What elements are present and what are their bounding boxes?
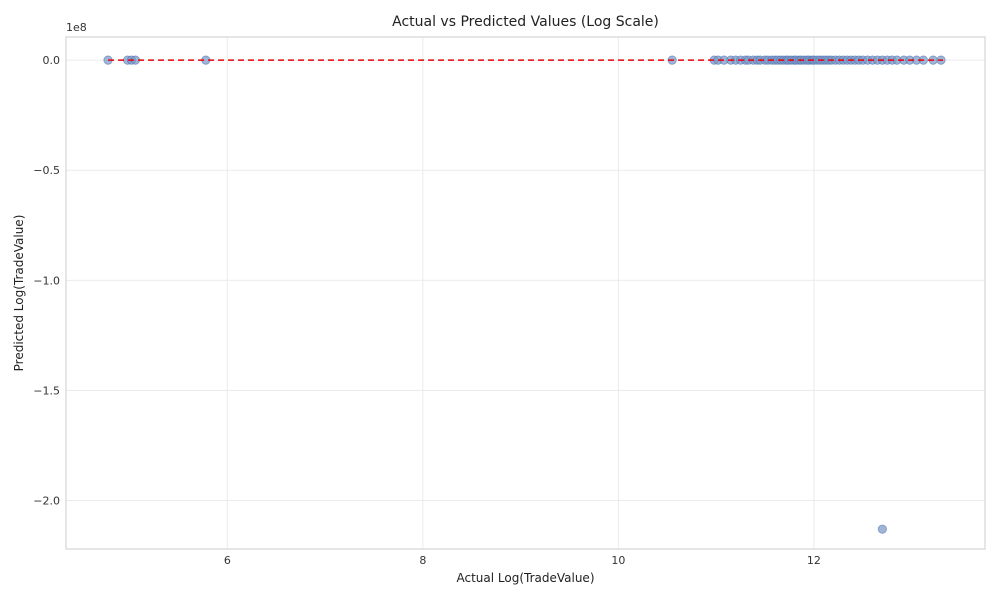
y-tick-label: −2.0 [33,495,60,508]
y-axis-title: Predicted Log(TradeValue) [12,215,26,372]
y-tick-labels: 0.0 −0.5 −1.0 −1.5 −2.0 [33,54,60,507]
y-tick-label: −0.5 [33,164,60,177]
x-tick-label: 6 [224,554,231,567]
x-tick-label: 8 [419,554,426,567]
y-tick-label: −1.5 [33,384,60,397]
x-tick-labels: 6 8 10 12 [224,554,821,567]
y-tick-label: 0.0 [43,54,61,67]
y-tick-label: −1.0 [33,274,60,287]
y-offset-label: 1e8 [66,21,87,34]
data-point [877,524,887,534]
plot-area-frame [65,36,986,550]
chart-title: Actual vs Predicted Values (Log Scale) [392,14,659,30]
x-tick-label: 10 [611,554,625,567]
x-tick-label: 12 [807,554,821,567]
x-axis-title: Actual Log(TradeValue) [456,571,594,585]
